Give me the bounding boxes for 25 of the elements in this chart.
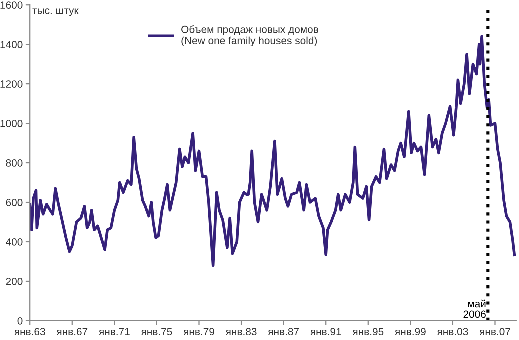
x-tick-label: янв.83 (226, 328, 257, 336)
x-tick-label: янв.07 (480, 328, 510, 336)
line-series (30, 35, 516, 268)
y-tick-label: 600 (6, 199, 23, 206)
x-tick-label: янв.87 (268, 328, 299, 336)
legend-label: Объем продаж новых домов (New one family houses sold) (182, 26, 318, 47)
x-tick-label: янв.67 (56, 328, 88, 336)
ref-line-label: май 2006 (464, 300, 486, 318)
x-tick-label: янв.79 (184, 328, 214, 336)
x-tick-label: янв.75 (141, 328, 172, 336)
x-tick-label: янв.91 (310, 328, 342, 336)
y-tick-label: 1400 (0, 41, 23, 48)
y-tick-label: 800 (6, 160, 23, 167)
x-tick-label: янв.95 (352, 328, 384, 336)
y-tick-label: 400 (6, 238, 23, 246)
x-tick-label: янв.63 (14, 328, 46, 336)
x-tick-label: янв.03 (437, 328, 468, 336)
y-axis-title: тыс. штук (32, 8, 79, 16)
x-tick-label: янв.71 (99, 328, 130, 336)
y-tick-label: 0 (18, 317, 23, 325)
y-tick-label: 1200 (0, 80, 23, 88)
y-tick-label: 200 (6, 278, 23, 286)
x-tick-label: янв.99 (395, 328, 426, 336)
y-tick-label: 1000 (0, 120, 23, 128)
y-tick-label: 1600 (0, 2, 23, 9)
